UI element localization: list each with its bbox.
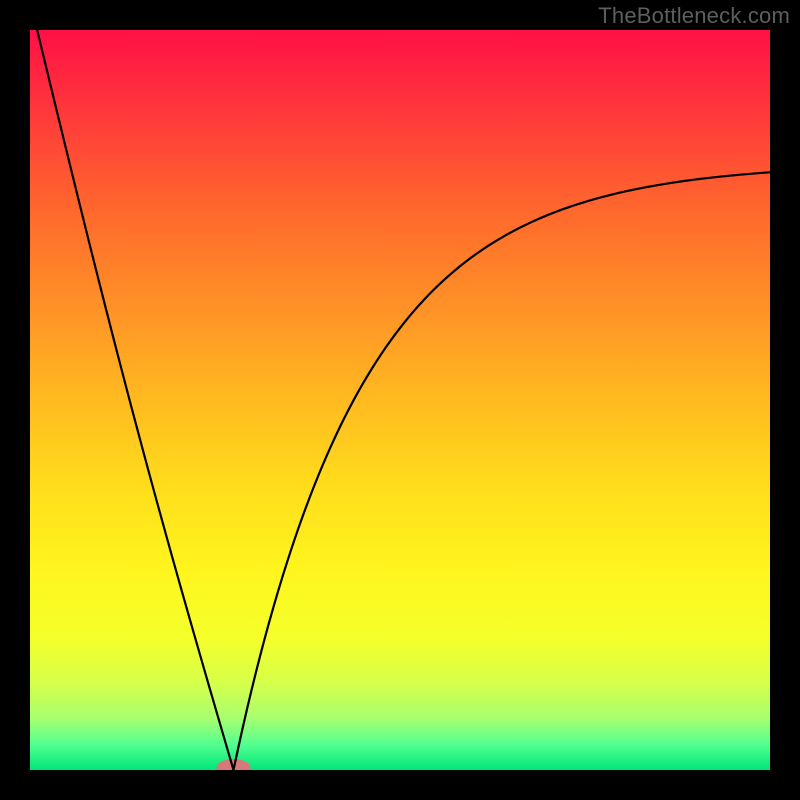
plot-background-gradient: [30, 30, 770, 770]
bottleneck-chart-svg: [0, 0, 800, 800]
chart-container: TheBottleneck.com: [0, 0, 800, 800]
watermark-text: TheBottleneck.com: [598, 3, 790, 29]
